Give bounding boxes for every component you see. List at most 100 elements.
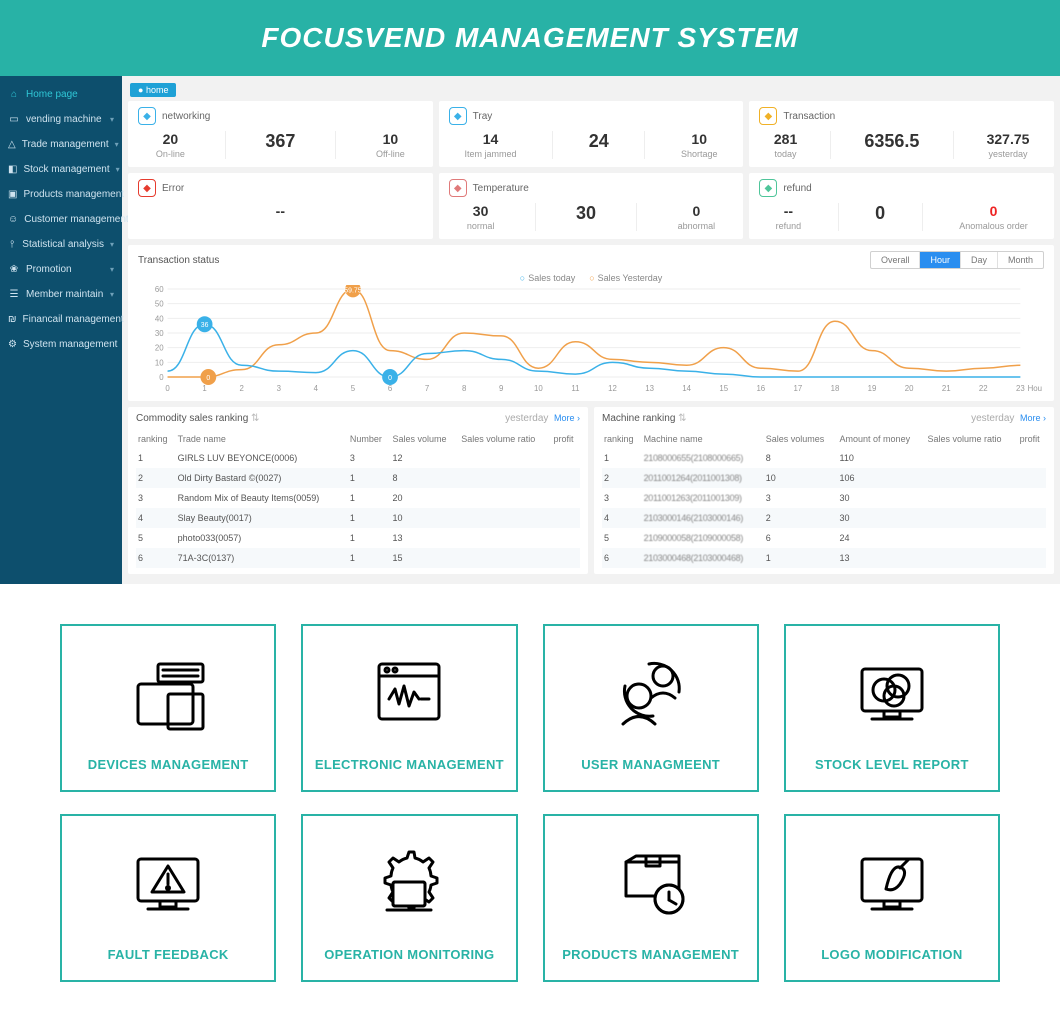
chevron-down-icon: ▾ [110, 290, 114, 299]
chart-title: Transaction status [138, 255, 219, 266]
card-title: networking [162, 111, 210, 122]
table-row[interactable]: 671A-3C(0137)115 [136, 548, 580, 568]
card-networking: ◆networking 20On-line36710Off-line [128, 101, 433, 167]
line-chart: 0102030405060012345678910111213141516171… [138, 285, 1044, 395]
sidebar-item-system[interactable]: ⚙System management [0, 332, 122, 357]
member-icon: ☰ [8, 289, 20, 300]
promo-icon: ❀ [8, 264, 20, 275]
svg-text:0: 0 [159, 373, 164, 382]
table-row[interactable]: 42103000146(2103000146)230 [602, 508, 1046, 528]
trade-icon: △ [8, 139, 16, 150]
table-row[interactable]: 12108000655(2108000665)8110 [602, 448, 1046, 468]
feature-user[interactable]: USER MANAGMEENT [543, 624, 759, 792]
svg-text:5: 5 [351, 384, 356, 393]
sidebar-item-member[interactable]: ☰Member maintain▾ [0, 282, 122, 307]
table-row[interactable]: 5photo033(0057)113 [136, 528, 580, 548]
home-icon: ⌂ [8, 89, 20, 100]
feature-stock[interactable]: STOCK LEVEL REPORT [784, 624, 1000, 792]
svg-text:0: 0 [206, 375, 210, 382]
card-tray: ◆Tray 14Item jammed2410Shortage [439, 101, 744, 167]
chevron-down-icon: ▾ [110, 240, 114, 249]
sidebar-item-machine[interactable]: ▭vending machine▾ [0, 107, 122, 132]
chart-tabs: OverallHourDayMonth [870, 251, 1044, 269]
feature-label: FAULT FEEDBACK [108, 947, 229, 962]
sidebar-item-label: Promotion [26, 264, 72, 275]
legend-today: Sales today [520, 273, 575, 283]
svg-text:6: 6 [388, 384, 393, 393]
sidebar-item-stats[interactable]: ⫯Statistical analysis▾ [0, 232, 122, 257]
table-row[interactable]: 62103000468(2103000468)113 [602, 548, 1046, 568]
col-header: Number [348, 430, 391, 448]
transaction-chart-panel: Transaction status OverallHourDayMonth S… [128, 245, 1054, 401]
networking-icon: ◆ [138, 107, 156, 125]
commodity-more[interactable]: More › [554, 413, 580, 423]
commodity-table: rankingTrade nameNumberSales volumeSales… [136, 430, 580, 568]
feature-label: OPERATION MONITORING [324, 947, 494, 962]
svg-text:9: 9 [499, 384, 504, 393]
tab-month[interactable]: Month [997, 252, 1043, 268]
sidebar-item-stock[interactable]: ◧Stock management▾ [0, 157, 122, 182]
machine-icon: ▭ [8, 114, 20, 125]
sidebar-item-label: System management [23, 339, 118, 350]
error-icon: ◆ [138, 179, 156, 197]
feature-devices[interactable]: DEVICES MANAGEMENT [60, 624, 276, 792]
sidebar-item-label: Statistical analysis [22, 239, 104, 250]
table-row[interactable]: 1GIRLS LUV BEYONCE(0006)312 [136, 448, 580, 468]
machine-more[interactable]: More › [1020, 413, 1046, 423]
sidebar-item-trade[interactable]: △Trade management▾ [0, 132, 122, 157]
col-header: ranking [602, 430, 642, 448]
card-title: Transaction [783, 111, 835, 122]
svg-text:14: 14 [682, 384, 691, 393]
col-header: Sales volumes [764, 430, 838, 448]
table-row[interactable]: 22011001264(2011001308)10106 [602, 468, 1046, 488]
sidebar-item-label: Home page [26, 89, 78, 100]
svg-text:16: 16 [756, 384, 765, 393]
card-title: Error [162, 183, 184, 194]
svg-text:0: 0 [165, 384, 170, 393]
card-title: Tray [473, 111, 493, 122]
logo-icon [842, 834, 942, 929]
feature-fault[interactable]: FAULT FEEDBACK [60, 814, 276, 982]
tab-day[interactable]: Day [960, 252, 997, 268]
breadcrumb[interactable]: ● home [130, 83, 176, 97]
table-row[interactable]: 3Random Mix of Beauty Items(0059)120 [136, 488, 580, 508]
col-header: Sales volume ratio [459, 430, 551, 448]
feature-label: ELECTRONIC MANAGEMENT [315, 757, 504, 772]
temperature-icon: ◆ [449, 179, 467, 197]
sidebar-item-promo[interactable]: ❀Promotion▾ [0, 257, 122, 282]
table-row[interactable]: 52109000058(2109000058)624 [602, 528, 1046, 548]
tab-hour[interactable]: Hour [919, 252, 960, 268]
svg-text:10: 10 [534, 384, 543, 393]
sidebar-item-products[interactable]: ▣Products management [0, 182, 122, 207]
svg-text:20: 20 [905, 384, 914, 393]
transaction-icon: ◆ [759, 107, 777, 125]
svg-text:11: 11 [571, 384, 580, 393]
machine-period: yesterday [971, 413, 1014, 424]
card-row-1: ◆networking 20On-line36710Off-line ◆Tray… [128, 101, 1054, 167]
svg-text:50: 50 [155, 300, 164, 309]
sidebar-item-home[interactable]: ⌂ Home page [0, 82, 122, 107]
card-transaction: ◆Transaction 281today6356.5327.75yesterd… [749, 101, 1054, 167]
sidebar-item-customer[interactable]: ☺Customer management [0, 207, 122, 232]
col-header: Sales volume ratio [926, 430, 1018, 448]
feature-products[interactable]: PRODUCTS MANAGEMENT [543, 814, 759, 982]
svg-text:3: 3 [277, 384, 282, 393]
feature-electronic[interactable]: ELECTRONIC MANAGEMENT [301, 624, 517, 792]
sidebar-item-finance[interactable]: ₪Financail management [0, 307, 122, 332]
table-row[interactable]: 4Slay Beauty(0017)110 [136, 508, 580, 528]
table-row[interactable]: 32011001263(2011001309)330 [602, 488, 1046, 508]
tab-overall[interactable]: Overall [871, 252, 920, 268]
svg-text:30: 30 [155, 329, 164, 338]
svg-text:60: 60 [155, 285, 164, 294]
chart-legend: Sales today Sales Yesterday [138, 273, 1044, 283]
feature-label: USER MANAGMEENT [581, 757, 720, 772]
feature-logo[interactable]: LOGO MODIFICATION [784, 814, 1000, 982]
svg-text:40: 40 [155, 314, 164, 323]
machine-table: rankingMachine nameSales volumesAmount o… [602, 430, 1046, 568]
commodity-ranking-panel: Commodity sales ranking ⇅ yesterday More… [128, 407, 588, 574]
svg-text:59.75: 59.75 [344, 287, 361, 294]
table-row[interactable]: 2Old Dirty Bastard ©(0027)18 [136, 468, 580, 488]
feature-operation[interactable]: OPERATION MONITORING [301, 814, 517, 982]
ranking-row: Commodity sales ranking ⇅ yesterday More… [128, 407, 1054, 574]
features-section: DEVICES MANAGEMENT ELECTRONIC MANAGEMENT U… [0, 584, 1060, 1012]
